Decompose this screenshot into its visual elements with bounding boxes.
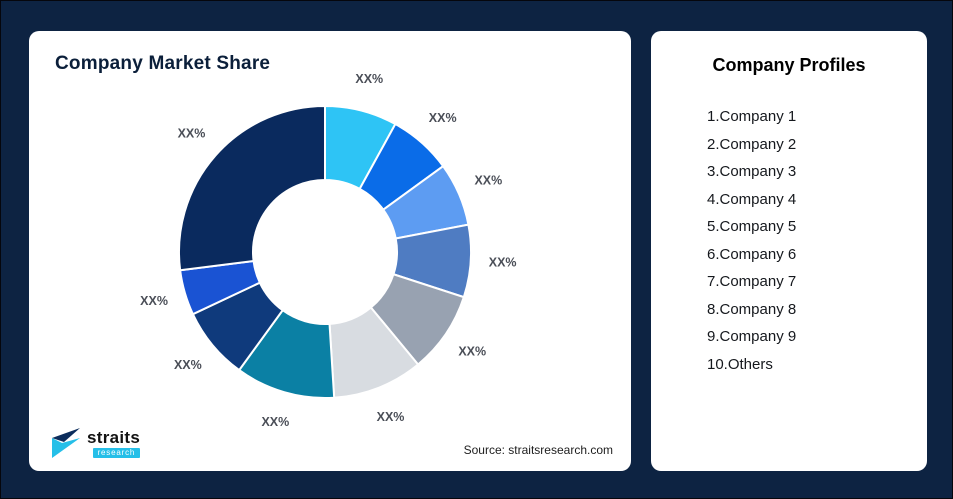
source-text: Source: straitsresearch.com [463, 443, 613, 457]
straits-research-logo: straits research [51, 427, 141, 459]
slice-label-company-4: XX% [489, 255, 517, 269]
logo-bird-icon [52, 428, 80, 458]
slice-label-company-3: XX% [474, 174, 502, 188]
company-profile-item: 6.Company 6 [707, 245, 797, 263]
company-profile-item: 2.Company 2 [707, 135, 797, 153]
company-profile-item: 8.Company 8 [707, 300, 797, 318]
donut-chart: XX% XX% XX% XX% XX% XX% XX% XX% XX% XX% [140, 72, 517, 429]
slice-label-others: XX% [178, 127, 206, 141]
company-profile-item: 3.Company 3 [707, 163, 797, 180]
company-profiles-card: Company Profiles 1.Company 1 2.Company 2 3… [651, 31, 927, 471]
company-profile-item: 4.Company 4 [707, 190, 797, 208]
company-profiles-list: 1.Company 1 2.Company 2 3.Company 3 4.Compa… [707, 103, 796, 378]
company-profile-item: 10.Others [707, 355, 773, 373]
slice-label-company-2: XX% [429, 111, 457, 125]
slice-label-company-7: XX% [261, 415, 289, 429]
company-profile-item: 1.Company 1 [707, 108, 797, 125]
slice-label-company-1: XX% [355, 72, 383, 86]
chart-title: Company Market Share [55, 53, 271, 74]
profiles-title: Company Profiles [712, 55, 866, 75]
logo-subtitle: research [92, 447, 141, 458]
company-profile-item: 7.Company 7 [707, 273, 797, 290]
logo-text: straits research [87, 427, 141, 458]
slice-label-company-9: XX% [140, 294, 168, 308]
donut-segment-others [178, 104, 326, 272]
chart-footer: straits research Source: straitsresearch… [51, 427, 613, 459]
company-profile-item: 5.Company 5 [707, 218, 797, 235]
market-share-card: XX% XX% XX% XX% XX% XX% XX% XX% XX% XX% Company M… [29, 31, 631, 471]
company-profile-item: 9.Company 9 [707, 328, 797, 345]
slice-label-company-6: XX% [377, 410, 405, 424]
logo-name: straits [87, 427, 141, 447]
slice-label-company-5: XX% [458, 344, 486, 358]
slice-label-company-8: XX% [174, 358, 202, 372]
